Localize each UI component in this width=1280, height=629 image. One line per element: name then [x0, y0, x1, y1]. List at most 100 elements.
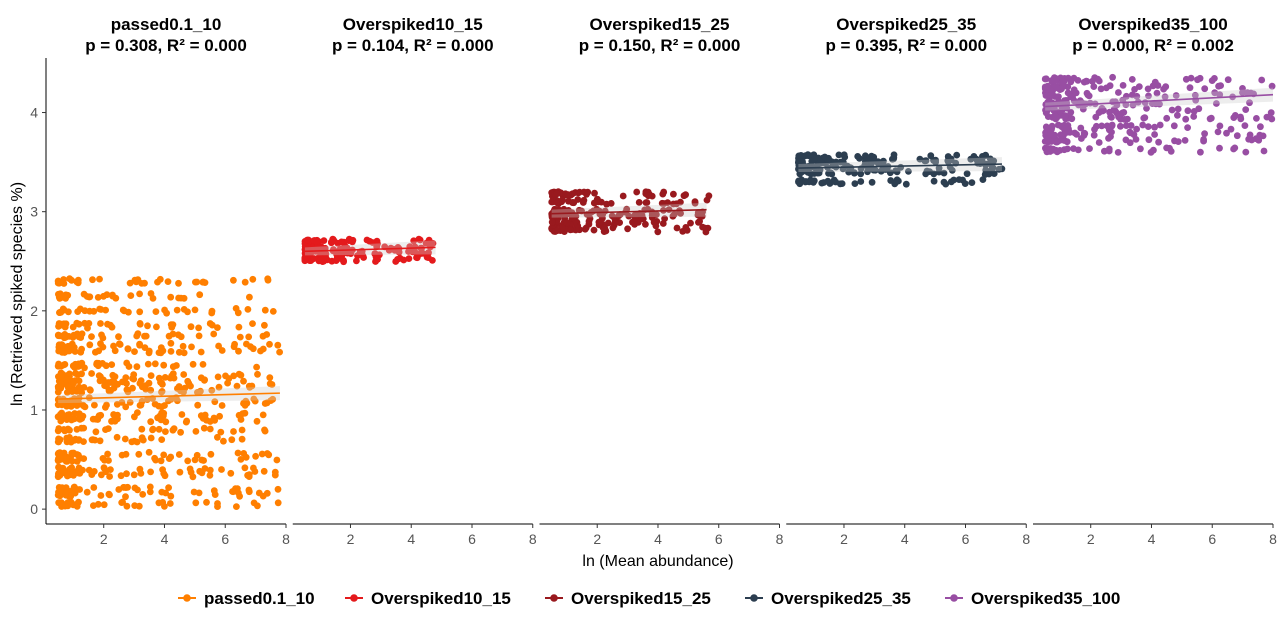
- data-point: [269, 308, 277, 315]
- data-point: [1072, 89, 1080, 97]
- data-point: [238, 426, 246, 434]
- data-point: [192, 499, 200, 507]
- data-point: [81, 403, 89, 411]
- data-point: [263, 450, 271, 457]
- y-tick-label: 3: [30, 204, 38, 220]
- data-point: [240, 400, 247, 407]
- data-point: [591, 189, 598, 197]
- data-point: [229, 488, 237, 496]
- data-point: [893, 176, 901, 184]
- data-point: [88, 370, 95, 377]
- data-point: [57, 308, 65, 316]
- data-point: [94, 294, 102, 301]
- data-point: [1151, 131, 1158, 138]
- data-point: [180, 349, 188, 357]
- data-point: [1122, 122, 1130, 129]
- data-point: [208, 307, 216, 315]
- data-point: [244, 306, 252, 313]
- data-point: [415, 235, 423, 243]
- data-point: [54, 279, 62, 287]
- data-point: [211, 398, 219, 406]
- data-point: [683, 226, 691, 234]
- data-point: [119, 306, 127, 314]
- data-point: [75, 320, 83, 328]
- data-point: [201, 279, 209, 286]
- panel-title: Overspiked15_25: [590, 15, 730, 34]
- data-point: [1170, 122, 1178, 130]
- data-point: [68, 402, 75, 409]
- data-point: [72, 469, 80, 476]
- data-point: [1129, 101, 1137, 109]
- data-point: [124, 308, 132, 316]
- data-point: [581, 225, 589, 233]
- data-point: [429, 257, 436, 264]
- data-point: [940, 169, 948, 177]
- data-point: [177, 428, 185, 436]
- data-point: [1060, 131, 1067, 139]
- data-point: [235, 347, 242, 355]
- data-point: [134, 486, 141, 494]
- data-point: [206, 466, 214, 474]
- data-point: [170, 374, 178, 382]
- data-point: [122, 493, 129, 501]
- data-point: [90, 502, 97, 509]
- data-point: [60, 320, 68, 328]
- data-point: [158, 388, 165, 396]
- data-point: [80, 384, 88, 391]
- panel-stats: p = 0.395, R² = 0.000: [825, 36, 987, 55]
- data-point: [1059, 78, 1067, 85]
- data-point: [155, 425, 163, 433]
- data-point: [195, 324, 203, 332]
- data-point: [100, 465, 108, 472]
- data-point: [157, 379, 164, 386]
- panel-Overspiked25_35: Overspiked25_35p = 0.395, R² = 0.000 2 4 6 8: [786, 15, 1030, 547]
- data-point: [1043, 107, 1051, 115]
- data-point: [795, 158, 803, 166]
- data-point: [215, 342, 223, 350]
- data-point: [374, 240, 381, 248]
- data-point: [161, 374, 169, 381]
- data-point: [166, 500, 174, 507]
- data-point: [167, 453, 175, 461]
- data-point: [183, 417, 191, 425]
- data-point: [129, 384, 136, 392]
- legend-label: passed0.1_10: [204, 589, 315, 608]
- trend-line: [1045, 93, 1274, 108]
- data-point: [1047, 130, 1054, 138]
- data-point: [161, 503, 168, 510]
- data-point: [199, 414, 207, 422]
- legend-key-point: [350, 594, 358, 602]
- data-point: [144, 360, 152, 368]
- panel-Overspiked15_25: Overspiked15_25p = 0.150, R² = 0.000 2 4 6 8: [539, 15, 784, 547]
- data-point: [371, 250, 379, 258]
- trend-line: [58, 392, 280, 400]
- data-point: [201, 376, 209, 384]
- data-point: [111, 417, 119, 425]
- data-point: [206, 472, 214, 479]
- data-point: [194, 389, 201, 396]
- data-point: [147, 418, 155, 426]
- data-point: [1108, 128, 1115, 136]
- data-point: [200, 424, 208, 432]
- data-point: [695, 219, 702, 226]
- data-point: [953, 151, 961, 159]
- data-point: [1108, 121, 1116, 129]
- data-point: [123, 502, 131, 510]
- data-point: [139, 491, 147, 498]
- data-point: [1117, 122, 1124, 130]
- data-point: [1061, 112, 1069, 120]
- data-point: [851, 169, 858, 177]
- data-point: [246, 383, 254, 391]
- data-point: [134, 276, 142, 284]
- data-point: [1074, 146, 1082, 154]
- data-point: [234, 309, 242, 317]
- data-point: [258, 450, 266, 458]
- data-point: [137, 377, 145, 384]
- data-point: [1241, 122, 1249, 129]
- data-point: [231, 340, 239, 348]
- data-point: [145, 349, 153, 357]
- data-point: [396, 254, 404, 262]
- data-point: [274, 341, 282, 349]
- data-point: [1052, 138, 1060, 146]
